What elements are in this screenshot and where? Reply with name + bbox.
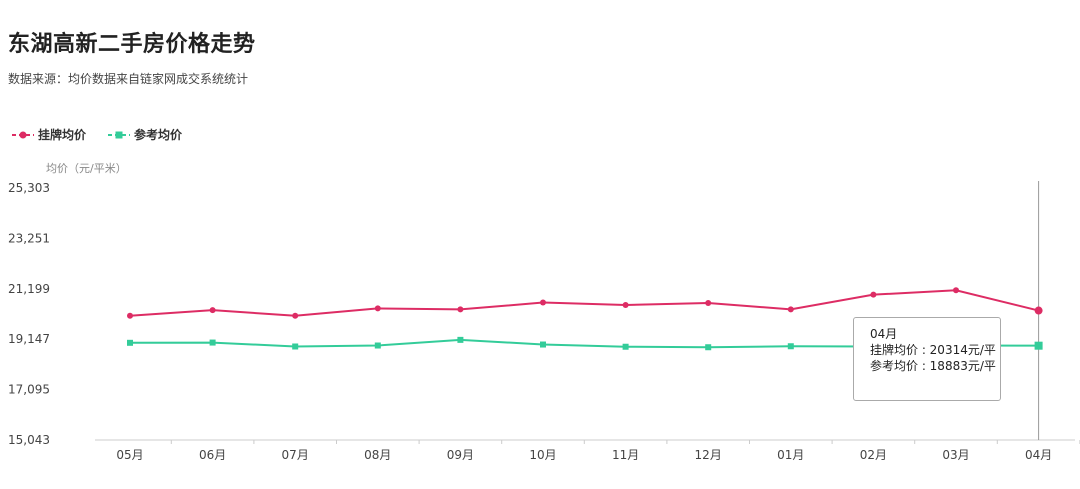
x-tick-label: 12月 — [695, 448, 722, 462]
data-source-note: 数据来源：均价数据来自链家网成交系统统计 — [8, 72, 249, 86]
data-point-reference — [1034, 341, 1043, 350]
data-point-reference — [457, 336, 464, 343]
y-axis-label: 均价（元/平米） — [46, 162, 127, 175]
series-line-listing — [129, 289, 1039, 317]
data-point-listing — [787, 306, 794, 313]
data-point-reference — [209, 339, 216, 346]
data-point-listing — [374, 305, 381, 312]
x-tick-label: 04月 — [1025, 448, 1052, 462]
data-point-listing — [953, 287, 959, 294]
tooltip-line-reference: 参考均价 : 18883元/平 — [870, 359, 996, 373]
data-point-listing — [622, 301, 629, 308]
x-tick-label: 09月 — [447, 448, 474, 462]
data-point-listing — [127, 312, 133, 319]
legend-label-listing: 挂牌均价 — [38, 128, 87, 142]
y-tick-label: 23,251 — [8, 231, 50, 245]
x-tick-label: 02月 — [860, 448, 887, 462]
x-tick-label: 06月 — [199, 448, 226, 462]
x-tick-label: 01月 — [777, 448, 804, 462]
legend-item-listing[interactable]: 挂牌均价 — [12, 126, 86, 143]
y-tick-label: 25,303 — [8, 181, 50, 195]
data-point-listing — [870, 291, 877, 298]
x-tick-label: 07月 — [282, 448, 309, 462]
data-point-reference — [705, 344, 712, 351]
data-point-listing — [209, 307, 216, 314]
hover-tooltip: 04月 挂牌均价 : 20314元/平 参考均价 : 18883元/平 — [853, 317, 1001, 401]
legend-line-square-icon — [108, 131, 131, 138]
data-point-reference — [787, 343, 794, 350]
legend-item-reference[interactable]: 参考均价 — [108, 126, 182, 143]
data-point-reference — [622, 343, 629, 350]
y-tick-label: 21,199 — [8, 282, 50, 296]
x-tick-label: 03月 — [942, 448, 969, 462]
page-title: 东湖高新二手房价格走势 — [8, 32, 256, 57]
x-tick-label: 05月 — [116, 448, 143, 462]
legend-label-reference: 参考均价 — [134, 128, 183, 142]
y-tick-label: 15,043 — [8, 433, 50, 447]
data-point-listing — [540, 299, 546, 306]
data-point-reference — [540, 341, 546, 348]
y-tick-label: 17,095 — [8, 383, 50, 397]
tooltip-line-listing: 挂牌均价 : 20314元/平 — [870, 343, 996, 357]
x-tick-label: 11月 — [612, 448, 639, 462]
y-tick-label: 19,147 — [8, 332, 50, 346]
data-point-listing — [292, 312, 299, 319]
data-point-reference — [374, 342, 381, 349]
legend-line-circle-icon — [12, 131, 34, 138]
x-tick-label: 08月 — [364, 448, 391, 462]
x-tick-label: 10月 — [529, 448, 556, 462]
data-point-listing — [705, 300, 712, 307]
chart-legend: 挂牌均价 参考均价 — [12, 126, 182, 143]
data-point-listing — [1034, 306, 1043, 315]
data-point-listing — [457, 306, 464, 313]
data-point-reference — [127, 339, 133, 346]
data-point-reference — [292, 343, 299, 350]
tooltip-title: 04月 — [870, 327, 898, 341]
